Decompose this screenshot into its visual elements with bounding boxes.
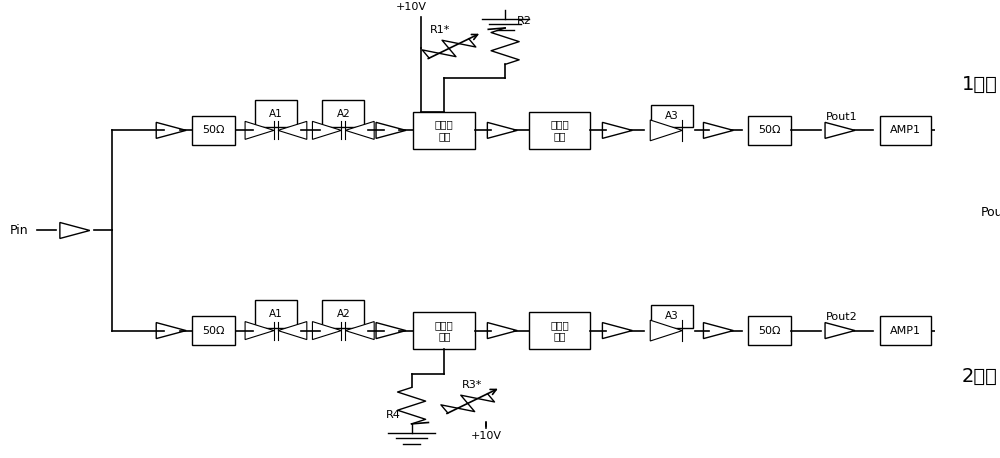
Text: Pin: Pin [9, 224, 28, 237]
Polygon shape [312, 121, 341, 139]
Polygon shape [703, 122, 733, 138]
Bar [529, 112, 590, 148]
Text: 2支路: 2支路 [962, 366, 997, 386]
Text: AMP1: AMP1 [890, 125, 921, 136]
Bar [651, 305, 693, 327]
Text: Pout1: Pout1 [826, 112, 858, 122]
Polygon shape [245, 322, 274, 339]
Text: AMP1: AMP1 [890, 326, 921, 336]
Polygon shape [60, 223, 90, 239]
Polygon shape [487, 122, 517, 138]
Polygon shape [156, 322, 186, 338]
Text: Pout2: Pout2 [826, 312, 858, 322]
Bar [413, 112, 475, 148]
Bar [880, 316, 931, 345]
Text: Pout: Pout [980, 206, 1000, 219]
Text: 50Ω: 50Ω [202, 326, 225, 336]
Text: A1: A1 [269, 109, 283, 119]
Polygon shape [278, 322, 307, 339]
Polygon shape [650, 320, 682, 341]
Polygon shape [825, 122, 855, 138]
Bar [192, 115, 235, 145]
Text: 数字移
相器: 数字移 相器 [550, 320, 569, 341]
Text: 数字移
相器: 数字移 相器 [550, 120, 569, 141]
Polygon shape [650, 120, 682, 141]
Polygon shape [703, 322, 733, 338]
Bar [880, 115, 931, 145]
Bar [748, 316, 791, 345]
Bar [748, 115, 791, 145]
Text: R3*: R3* [462, 380, 483, 390]
Polygon shape [278, 121, 307, 139]
Bar [529, 312, 590, 349]
Text: A3: A3 [665, 311, 679, 321]
Bar [322, 100, 364, 127]
Text: R2: R2 [516, 16, 531, 26]
Polygon shape [245, 121, 274, 139]
Text: 50Ω: 50Ω [759, 326, 781, 336]
Text: A1: A1 [269, 309, 283, 319]
Text: A2: A2 [336, 309, 350, 319]
Text: 50Ω: 50Ω [759, 125, 781, 136]
Polygon shape [376, 322, 406, 338]
Polygon shape [345, 121, 374, 139]
Polygon shape [376, 122, 406, 138]
Polygon shape [345, 322, 374, 339]
Text: 电调移
相器: 电调移 相器 [435, 120, 454, 141]
Bar [255, 300, 297, 327]
Text: A2: A2 [336, 109, 350, 119]
Text: 50Ω: 50Ω [202, 125, 225, 136]
Bar [322, 300, 364, 327]
Bar [255, 100, 297, 127]
Text: A3: A3 [665, 111, 679, 121]
Polygon shape [602, 322, 632, 338]
Text: R4: R4 [385, 410, 400, 420]
Text: 电调移
相器: 电调移 相器 [435, 320, 454, 341]
Text: +10V: +10V [471, 431, 502, 441]
Polygon shape [312, 322, 341, 339]
Text: 1支路: 1支路 [962, 76, 997, 94]
Polygon shape [981, 223, 1000, 239]
Polygon shape [156, 122, 186, 138]
Bar [413, 312, 475, 349]
Text: +10V: +10V [396, 2, 427, 12]
Polygon shape [602, 122, 632, 138]
Bar [192, 316, 235, 345]
Text: R1*: R1* [429, 25, 450, 35]
Polygon shape [825, 322, 855, 338]
Polygon shape [487, 322, 517, 338]
Bar [651, 104, 693, 127]
